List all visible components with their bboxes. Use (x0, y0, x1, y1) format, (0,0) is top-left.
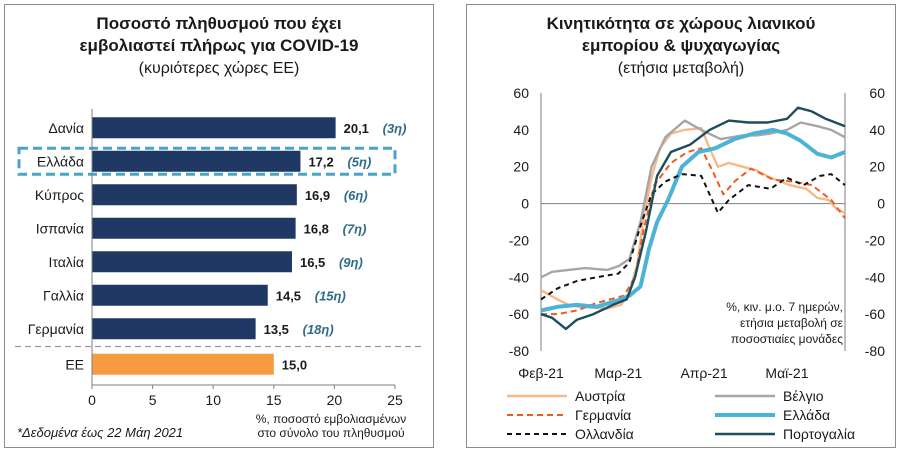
rank-label: (5η) (347, 154, 371, 169)
value-label: 20,1 (344, 121, 369, 136)
right-y-tick-label: -20 (865, 232, 885, 248)
category-label: Γερμανία (28, 321, 84, 337)
bar-country-0 (92, 117, 336, 139)
series-line-0 (540, 126, 846, 310)
right-y-tick-label: -80 (865, 343, 885, 359)
category-label: ΕΕ (65, 356, 84, 372)
mobility-subtitle: (ετήσια μεταβολή) (617, 60, 745, 77)
vaccination-title-line2: εμβολιαστεί πλήρως για COVID-19 (79, 36, 359, 55)
category-label: Γαλλία (43, 287, 84, 303)
legend-label: Αυστρία (575, 388, 625, 404)
category-label: Ιταλία (48, 254, 84, 270)
mobility-title-line1: Κινητικότητα σε χώρους λιανικού (546, 14, 816, 33)
bar-country-1 (92, 150, 301, 172)
category-label: Κύπρος (35, 187, 84, 203)
value-label: 15,0 (282, 357, 307, 372)
series-line-2 (541, 147, 846, 316)
x-tick-label: Απρ-21 (680, 365, 727, 381)
left-y-tick-label: 60 (513, 85, 529, 101)
value-label: 17,2 (308, 154, 333, 169)
axis-note-line1: %, ποσοστό εμβολιασμένων (255, 412, 407, 426)
value-label: 13,5 (264, 322, 289, 337)
highlight-box (17, 146, 397, 176)
vaccination-title-line1: Ποσοστό πληθυσμού που έχει (96, 14, 342, 33)
left-y-tick-label: 20 (513, 159, 529, 175)
vaccination-panel: Ποσοστό πληθυσμού που έχει εμβολιαστεί π… (4, 4, 434, 448)
vaccination-subtitle: (κυριότερες χώρες ΕΕ) (138, 60, 300, 77)
category-label: Δανία (48, 120, 84, 136)
value-label: 16,5 (300, 255, 325, 270)
left-y-tick-label: -60 (509, 306, 529, 322)
mobility-note-line1: %, κιν. μ.ο. 7 ημερών, (726, 300, 843, 314)
legend-label: Ολλανδία (575, 426, 634, 442)
mobility-line-chart: 60 40 20 0 -20 -40 -60 -80 60 40 20 0 -20 -40 -60 -80 Φε… (507, 85, 885, 442)
left-y-tick-label: -80 (509, 343, 529, 359)
bar-country-6 (92, 318, 256, 340)
left-y-tick-label: -20 (509, 232, 529, 248)
x-tick-label: Φεβ-21 (518, 365, 564, 381)
right-y-tick-label: 20 (869, 159, 885, 175)
series-line-3 (540, 127, 846, 313)
category-label: Ελλάδα (37, 153, 84, 169)
rank-label: (15η) (315, 288, 346, 303)
series-line-4 (540, 173, 846, 301)
bar-country-4 (92, 251, 292, 273)
left-y-tick-label: 0 (521, 196, 529, 212)
x-tick-label: Μαρ-21 (594, 365, 642, 381)
legend-label: Γερμανία (575, 407, 631, 423)
rank-label: (18η) (303, 322, 334, 337)
value-label: 14,5 (276, 288, 301, 303)
rank-label: (7η) (343, 221, 367, 236)
legend-label: Πορτογαλία (783, 426, 855, 442)
value-label: 16,9 (305, 188, 330, 203)
series-line-5 (540, 106, 846, 331)
x-tick-label: 0 (88, 392, 96, 408)
legend-label: Ελλάδα (783, 407, 830, 423)
value-label: 16,8 (304, 221, 329, 236)
mobility-panel: Κινητικότητα σε χώρους λιανικού εμπορίου… (466, 4, 896, 448)
x-tick-label: Μαϊ-21 (765, 365, 808, 381)
category-label: Ισπανία (36, 220, 84, 236)
legend-label: Βέλγιο (783, 388, 824, 404)
mobility-note-line2: ετήσια μεταβολή σε (740, 316, 843, 330)
right-y-tick-label: -60 (865, 306, 885, 322)
axis-note-line2: στο σύνολο του πληθυσμού (257, 426, 405, 440)
data-footnote: *Δεδομένα έως 22 Μάη 2021 (17, 425, 184, 440)
right-y-tick-label: 0 (877, 196, 885, 212)
bar-country-5 (92, 284, 268, 306)
left-y-tick-label: 40 (513, 122, 529, 138)
mobility-note-line3: ποσοστιαίες μονάδες (730, 332, 843, 346)
vaccination-bar-chart: Δανία 20,1 (3η) Ελλάδα 17,2 (5η) Κύπρος 16,9 (6η… (15, 109, 421, 408)
x-tick-label: 25 (387, 392, 403, 408)
rank-label: (6η) (344, 188, 368, 203)
x-tick-label: 20 (327, 392, 343, 408)
bar-eu (92, 353, 274, 375)
rank-label: (3η) (383, 121, 407, 136)
x-tick-label: 15 (266, 392, 282, 408)
right-y-tick-label: 40 (869, 122, 885, 138)
x-tick-label: 10 (205, 392, 221, 408)
left-y-tick-label: -40 (509, 269, 529, 285)
mobility-title-line2: εμπορίου & ψυχαγωγίας (581, 36, 781, 55)
bar-country-3 (92, 217, 296, 239)
x-tick-label: 5 (149, 392, 157, 408)
rank-label: (9η) (339, 255, 363, 270)
series-line-1 (540, 119, 846, 279)
bar-country-2 (92, 184, 297, 206)
right-y-tick-label: 60 (869, 85, 885, 101)
right-y-tick-label: -40 (865, 269, 885, 285)
